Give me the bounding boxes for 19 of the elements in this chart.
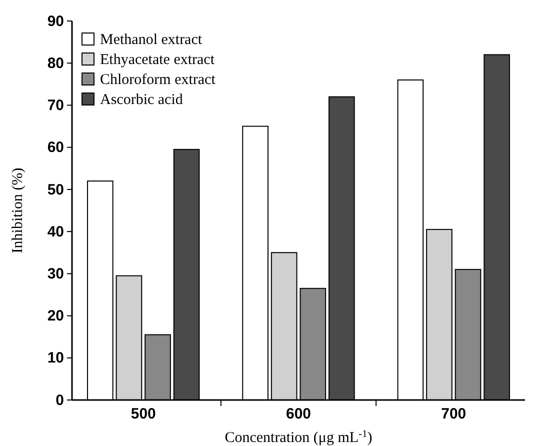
y-tick-label: 0 xyxy=(56,392,64,409)
legend-label: Ascorbic acid xyxy=(100,92,184,108)
y-tick-label: 10 xyxy=(47,350,64,367)
y-tick-label: 90 xyxy=(47,12,64,30)
legend-label: Chloroform extract xyxy=(100,72,216,88)
legend-label: Ethyacetate extract xyxy=(100,52,216,68)
y-tick-label: 70 xyxy=(47,97,64,114)
legend-label: Methanol extract xyxy=(100,32,203,48)
x-tick-label: 500 xyxy=(130,406,156,423)
y-tick-label: 80 xyxy=(47,54,64,72)
x-tick-label: 600 xyxy=(286,406,312,423)
y-tick-label: 50 xyxy=(47,181,64,198)
x-axis-title: Concentration (μg mL$^{-1}$) xyxy=(224,428,372,446)
y-tick-label: 40 xyxy=(47,223,64,240)
y-tick-label: 30 xyxy=(47,265,64,282)
y-tick-label: 60 xyxy=(47,139,64,156)
y-axis-title: Inhibition (%) xyxy=(10,168,26,254)
x-tick-label: 700 xyxy=(441,406,466,423)
y-tick-label: 20 xyxy=(47,308,64,325)
